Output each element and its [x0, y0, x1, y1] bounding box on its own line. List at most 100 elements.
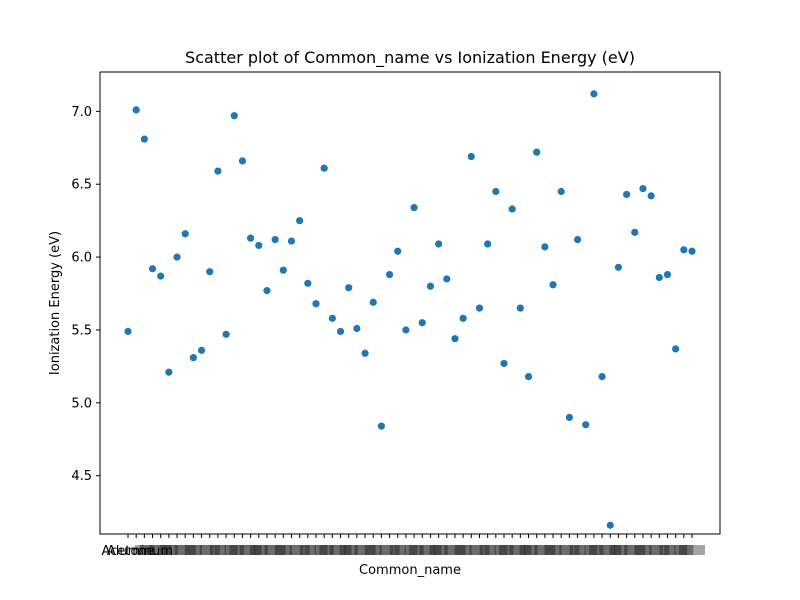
data-point	[451, 335, 459, 343]
x-tick-label-overlap	[209, 545, 226, 555]
x-tick-label-overlap	[189, 545, 214, 555]
x-tick-label-overlap	[379, 545, 400, 555]
x-tick-label-overlap	[479, 545, 496, 555]
data-points	[124, 90, 696, 529]
x-tick-label-overlap	[639, 545, 664, 555]
data-point	[435, 240, 443, 248]
y-tick-label: 5.5	[71, 323, 92, 338]
x-tick-label-overlap	[279, 545, 304, 555]
data-point	[623, 190, 631, 199]
data-point	[173, 253, 181, 261]
data-point	[263, 287, 271, 295]
data-point	[361, 349, 369, 357]
data-point	[402, 326, 410, 334]
data-point	[688, 247, 696, 255]
x-tick-label-overlap	[164, 545, 190, 555]
data-point	[557, 187, 565, 196]
x-tick-label-overlap	[674, 545, 694, 555]
data-point	[516, 304, 524, 312]
x-tick-label-overlap	[624, 545, 646, 555]
data-point	[541, 243, 549, 251]
x-tick-label-overlap	[159, 545, 178, 555]
x-tick-label-overlap	[344, 545, 370, 555]
data-point	[214, 167, 222, 175]
data-point	[663, 270, 672, 279]
x-tick-label-overlap	[249, 545, 268, 555]
data-point	[443, 275, 451, 283]
data-point	[230, 112, 238, 120]
y-tick-label: 6.5	[71, 178, 92, 193]
data-point	[484, 240, 492, 248]
data-point	[369, 298, 377, 306]
data-point	[255, 241, 263, 250]
data-point	[189, 354, 197, 362]
x-tick-label-overlap	[304, 545, 328, 555]
x-tick-label-overlap	[174, 545, 196, 555]
x-tick-label-overlap	[549, 545, 574, 555]
data-point	[181, 230, 189, 238]
data-point	[475, 304, 484, 312]
data-point	[157, 272, 165, 280]
y-ticks: 4.5 5.0 5.5 6.0 6.5 7.0	[71, 105, 100, 484]
x-tick-label-overlap	[589, 545, 616, 555]
x-tick-label-overlap	[649, 545, 670, 555]
data-point	[467, 152, 475, 161]
x-tick-label-overlap	[469, 545, 490, 555]
data-point	[197, 346, 206, 354]
data-point	[279, 266, 287, 274]
x-tick-label-overlap	[229, 545, 256, 555]
data-point	[377, 422, 385, 430]
data-point	[328, 314, 336, 322]
data-point	[271, 236, 279, 244]
data-point	[549, 281, 557, 289]
x-tick-label-overlap	[339, 545, 358, 555]
data-point	[238, 157, 247, 165]
x-tick-label-overlap	[584, 545, 604, 555]
x-tick-label-overlap	[149, 545, 172, 555]
data-point	[672, 345, 680, 353]
x-tick-label-overlap	[394, 545, 418, 555]
y-axis-label: Ionization Energy (eV)	[48, 231, 63, 375]
data-point	[124, 327, 132, 336]
x-tick-label-overlap	[264, 545, 286, 555]
x-tick-label-overlap	[499, 545, 526, 555]
data-point	[296, 217, 304, 225]
x-axis-label: Common_name	[359, 563, 461, 578]
x-tick-label-overlap	[634, 545, 652, 555]
data-point	[336, 327, 345, 336]
data-point	[459, 314, 467, 322]
data-point	[426, 282, 435, 290]
data-point	[565, 413, 573, 422]
x-tick-label-overlap	[429, 545, 448, 555]
x-tick-label-overlap	[434, 545, 460, 555]
x-tick-label-overlap	[319, 545, 346, 555]
data-point	[631, 228, 639, 236]
chart-title: Scatter plot of Common_name vs Ionizatio…	[185, 48, 635, 68]
x-tick-label-overlap	[494, 545, 514, 555]
x-tick-label-overlap	[484, 545, 508, 555]
x-tick-label-overlap	[509, 545, 532, 555]
y-tick-label: 5.0	[71, 396, 92, 411]
data-point	[385, 270, 394, 279]
data-point	[418, 319, 426, 327]
data-point	[206, 268, 214, 276]
x-tick-label-overlap	[599, 545, 622, 555]
data-point	[140, 135, 148, 143]
x-tick-label-overlap	[369, 545, 394, 555]
x-tick-label-overlap	[569, 545, 586, 555]
data-point	[394, 247, 402, 255]
data-point	[655, 273, 663, 282]
data-point	[590, 90, 598, 98]
data-point	[606, 521, 614, 529]
data-point	[614, 263, 623, 271]
data-point	[508, 205, 516, 213]
x-tick-label-overlap	[574, 545, 598, 555]
y-tick-label: 4.5	[71, 469, 92, 484]
x-tick-label-overlap	[184, 545, 202, 555]
x-tick-label-overlap	[354, 545, 376, 555]
data-point	[598, 372, 606, 381]
x-tick-label-overlap	[544, 545, 562, 555]
x-tick-label-overlap	[389, 545, 406, 555]
x-ticks	[127, 534, 705, 555]
x-tick-label-overlap	[314, 545, 334, 555]
